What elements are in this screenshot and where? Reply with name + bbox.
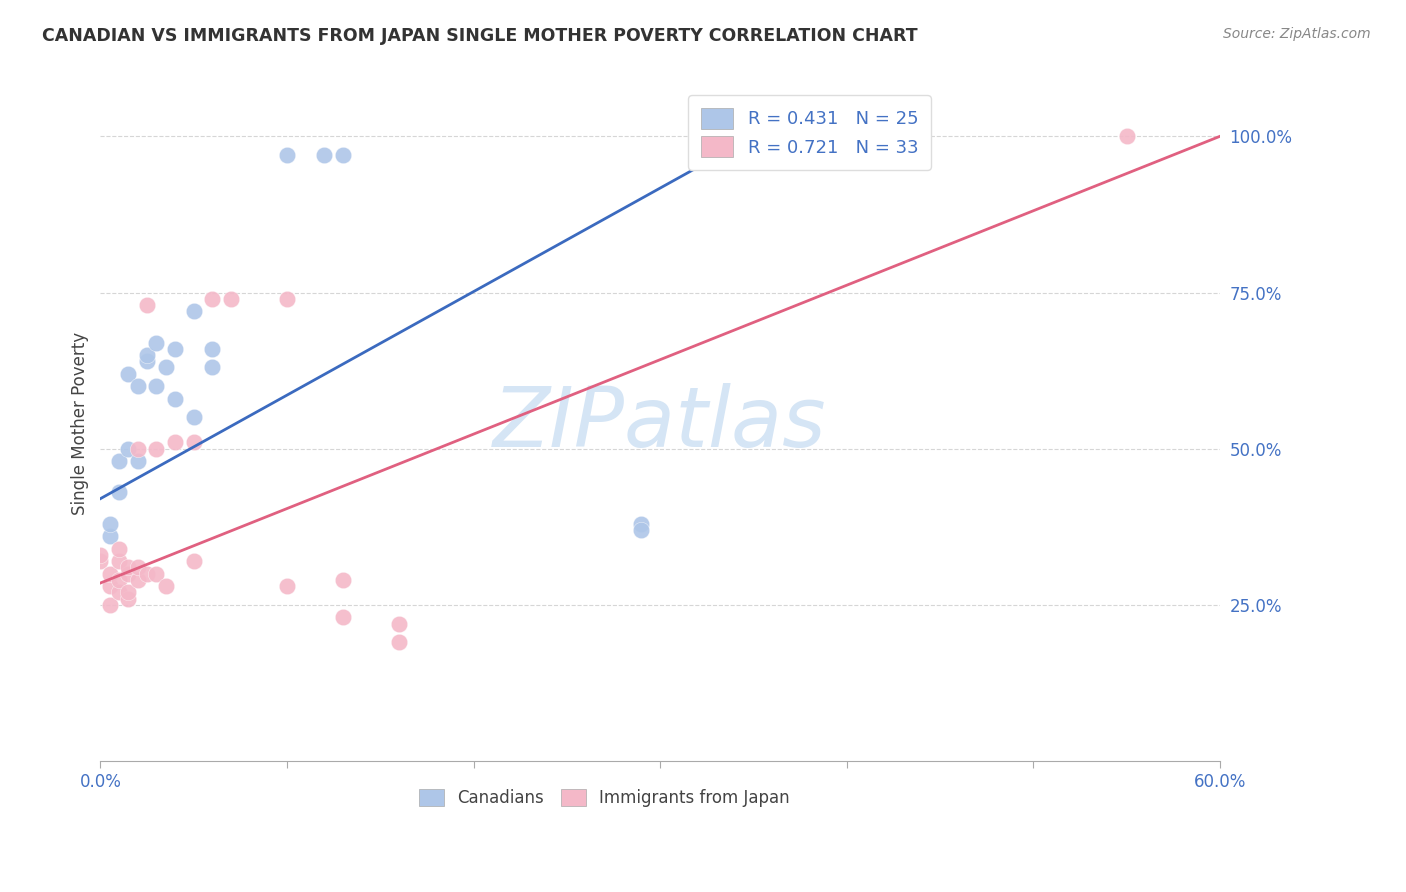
Point (183, 554, 205, 568)
Point (127, 454, 149, 468)
Point (163, 392, 186, 406)
Point (276, 148, 298, 162)
Point (108, 454, 131, 468)
Point (127, 379, 149, 393)
Point (332, 573, 354, 587)
Point (98, 516, 121, 531)
Point (201, 360, 224, 375)
Point (163, 435, 186, 450)
Point (136, 298, 159, 312)
Point (98, 529, 121, 543)
Point (276, 579, 298, 593)
Point (276, 292, 298, 306)
Point (742, 129, 765, 144)
Point (201, 292, 224, 306)
Point (108, 585, 131, 599)
Point (98, 579, 121, 593)
Point (145, 379, 167, 393)
Point (136, 566, 159, 581)
Point (136, 348, 159, 362)
Point (89, 548, 111, 562)
Point (183, 410, 205, 425)
Point (117, 566, 139, 581)
Point (136, 354, 159, 368)
Point (1115, 129, 1137, 144)
Point (183, 304, 205, 318)
Point (183, 435, 205, 450)
Point (89, 554, 111, 568)
Point (388, 635, 411, 649)
Point (332, 148, 354, 162)
Point (127, 560, 149, 574)
Point (145, 566, 167, 581)
Point (98, 598, 121, 612)
Point (127, 442, 149, 456)
Point (117, 585, 139, 599)
Point (108, 554, 131, 568)
Legend: Canadians, Immigrants from Japan: Canadians, Immigrants from Japan (412, 782, 796, 814)
Point (145, 442, 167, 456)
Point (145, 335, 167, 350)
Point (117, 367, 139, 381)
Point (117, 560, 139, 574)
Y-axis label: Single Mother Poverty: Single Mother Poverty (72, 332, 89, 516)
Point (98, 566, 121, 581)
Point (388, 616, 411, 631)
Text: ZIPatlas: ZIPatlas (494, 384, 827, 464)
Point (219, 292, 242, 306)
Point (314, 148, 336, 162)
Point (117, 591, 139, 606)
Text: Source: ZipAtlas.com: Source: ZipAtlas.com (1223, 27, 1371, 41)
Point (108, 485, 131, 500)
Point (163, 342, 186, 356)
Point (108, 573, 131, 587)
Point (155, 360, 177, 375)
Point (108, 541, 131, 556)
Point (117, 442, 139, 456)
Point (630, 516, 652, 531)
Point (630, 523, 652, 537)
Point (155, 579, 177, 593)
Text: CANADIAN VS IMMIGRANTS FROM JAPAN SINGLE MOTHER POVERTY CORRELATION CHART: CANADIAN VS IMMIGRANTS FROM JAPAN SINGLE… (42, 27, 918, 45)
Point (201, 342, 224, 356)
Point (332, 610, 354, 624)
Point (127, 573, 149, 587)
